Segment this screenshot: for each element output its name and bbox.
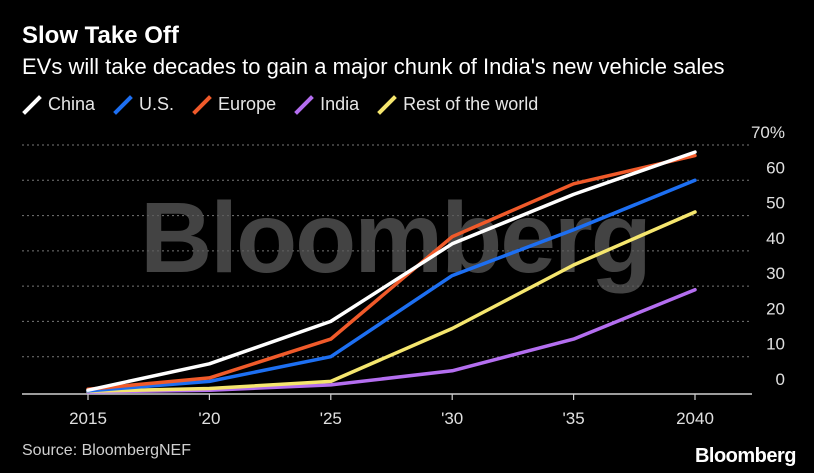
x-tick-label: '30 xyxy=(441,409,463,428)
chart-legend: China U.S. Europe India Rest of the world xyxy=(22,94,556,115)
legend-swatch xyxy=(22,94,42,115)
legend-swatch xyxy=(377,94,397,115)
x-tick-label: 2015 xyxy=(69,409,107,428)
legend-label: Rest of the world xyxy=(403,94,539,114)
legend-label: Europe xyxy=(218,94,277,114)
y-tick-label: 70% xyxy=(751,123,785,142)
y-tick-label: 60 xyxy=(766,158,785,177)
x-tick-label: '25 xyxy=(320,409,342,428)
legend-item: U.S. xyxy=(113,94,174,115)
x-tick-label: '35 xyxy=(563,409,585,428)
x-axis xyxy=(22,393,752,400)
y-tick-label: 30 xyxy=(766,264,785,283)
series-line-china xyxy=(86,150,697,392)
legend-item: Europe xyxy=(192,94,276,115)
legend-label: India xyxy=(320,94,360,114)
legend-item: Rest of the world xyxy=(377,94,538,115)
x-axis-labels: 2015 '20 '25 '30 '35 2040 xyxy=(69,409,714,428)
series-line-europe xyxy=(86,153,697,391)
legend-swatch xyxy=(192,94,212,115)
legend-swatch xyxy=(113,94,133,115)
y-tick-label: 40 xyxy=(766,229,785,248)
series-line-rest-of-the-world xyxy=(86,210,697,394)
x-tick-label: '20 xyxy=(198,409,220,428)
legend-swatch xyxy=(294,94,314,115)
series-line-u-s xyxy=(86,178,697,393)
legend-label: U.S. xyxy=(139,94,175,114)
legend-label: China xyxy=(48,94,96,114)
y-tick-label: 0 xyxy=(776,370,785,389)
chart-subtitle: EVs will take decades to gain a major ch… xyxy=(22,54,725,79)
watermark-text: Bloomberg xyxy=(140,182,650,294)
series-lines xyxy=(86,150,697,394)
bloomberg-logo: Bloomberg xyxy=(694,445,797,467)
y-tick-label: 50 xyxy=(766,194,785,213)
source-note: Source: BloombergNEF xyxy=(22,442,191,459)
series-line-india xyxy=(86,287,697,394)
legend-item: India xyxy=(294,94,359,115)
y-axis-labels: 70% 60 50 40 30 20 10 0 xyxy=(751,123,785,389)
legend-item: China xyxy=(22,94,95,115)
x-tick-label: 2040 xyxy=(676,409,714,428)
chart-title: Slow Take Off xyxy=(22,22,179,49)
y-tick-label: 20 xyxy=(766,299,785,318)
y-tick-label: 10 xyxy=(766,335,785,354)
